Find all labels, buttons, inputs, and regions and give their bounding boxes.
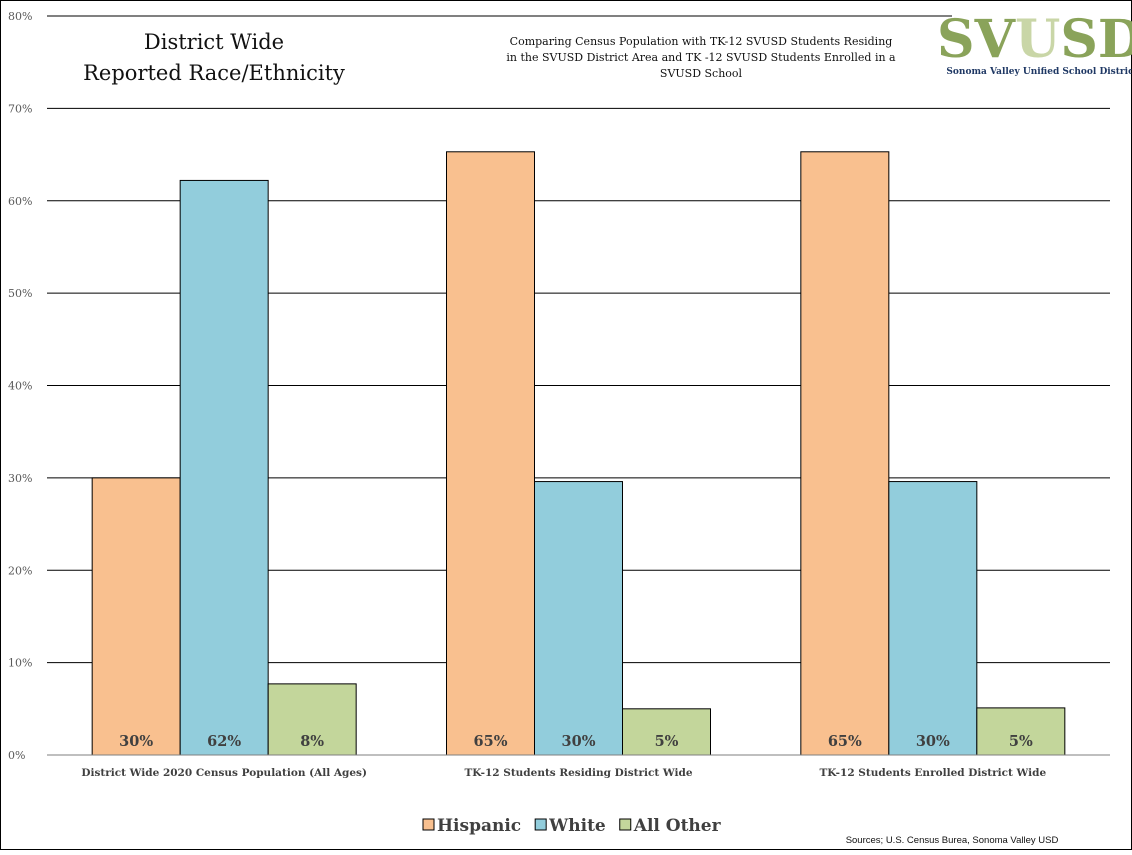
subtitle-line-3: SVUSD School	[660, 67, 743, 80]
chart-title-line-1: District Wide	[144, 30, 284, 54]
legend-label: White	[548, 816, 606, 836]
bar-hispanic	[91, 477, 181, 756]
data-label: 30%	[119, 733, 153, 750]
bar-white	[534, 481, 623, 756]
subtitle-line-1: Comparing Census Population with TK-12 S…	[510, 35, 893, 48]
category-label: TK-12 Students Residing District Wide	[464, 767, 692, 779]
chart-subtitle: Comparing Census Population with TK-12 S…	[506, 35, 896, 80]
subtitle-line-2: in the SVUSD District Area and TK -12 SV…	[506, 51, 896, 64]
legend-swatch	[619, 818, 632, 831]
data-label: 30%	[916, 733, 950, 750]
y-tick-label: 80%	[8, 10, 32, 23]
data-label: 62%	[207, 733, 241, 750]
y-tick-label: 10%	[8, 657, 32, 670]
legend-label: All Other	[633, 816, 722, 836]
data-label: 8%	[300, 733, 324, 750]
data-label: 30%	[562, 733, 596, 750]
y-tick-label: 40%	[8, 380, 32, 393]
y-tick-label: 20%	[8, 564, 32, 577]
data-label: 65%	[828, 733, 862, 750]
category-label: TK-12 Students Enrolled District Wide	[819, 767, 1046, 779]
bar-all-other	[267, 683, 357, 756]
data-label: 65%	[474, 733, 508, 750]
category-label: District Wide 2020 Census Population (Al…	[81, 767, 367, 779]
chart-title-line-2: Reported Race/Ethnicity	[83, 61, 345, 85]
bar-hispanic	[800, 151, 890, 756]
y-tick-label: 70%	[8, 102, 32, 115]
bar-all-other	[976, 707, 1066, 756]
svusd-logo: SVUSD Sonoma Valley Unified School Distr…	[937, 9, 1132, 83]
logo-caption: Sonoma Valley Unified School Distric	[946, 67, 1132, 77]
logo-letters: SVUSD	[937, 9, 1132, 70]
y-tick-label: 50%	[8, 287, 32, 300]
legend-label: Hispanic	[437, 816, 521, 836]
axes: 0% 10% 20% 30% 40% 50% 60% 70% 80% District Wide …	[8, 10, 1110, 779]
legend: Hispanic White All Other	[422, 816, 722, 836]
legend-swatch	[422, 818, 435, 831]
y-tick-label: 30%	[8, 472, 32, 485]
bar-white	[179, 179, 269, 756]
bar-hispanic	[446, 151, 535, 756]
y-tick-label: 60%	[8, 195, 32, 208]
bar-white	[888, 481, 978, 756]
logo-background	[952, 12, 1128, 83]
source-note: Sources; U.S. Census Burea, Sonoma Valle…	[846, 835, 1059, 846]
bar-all-other	[622, 708, 711, 756]
legend-swatch	[534, 818, 547, 831]
bars: 30% 62% 8% 65% 30% 5% 65% 30% 5%	[91, 151, 1066, 756]
data-label: 5%	[655, 733, 679, 750]
data-label: 5%	[1009, 733, 1033, 750]
chart-title: District Wide Reported Race/Ethnicity	[83, 30, 345, 85]
y-tick-label: 0%	[8, 749, 25, 762]
